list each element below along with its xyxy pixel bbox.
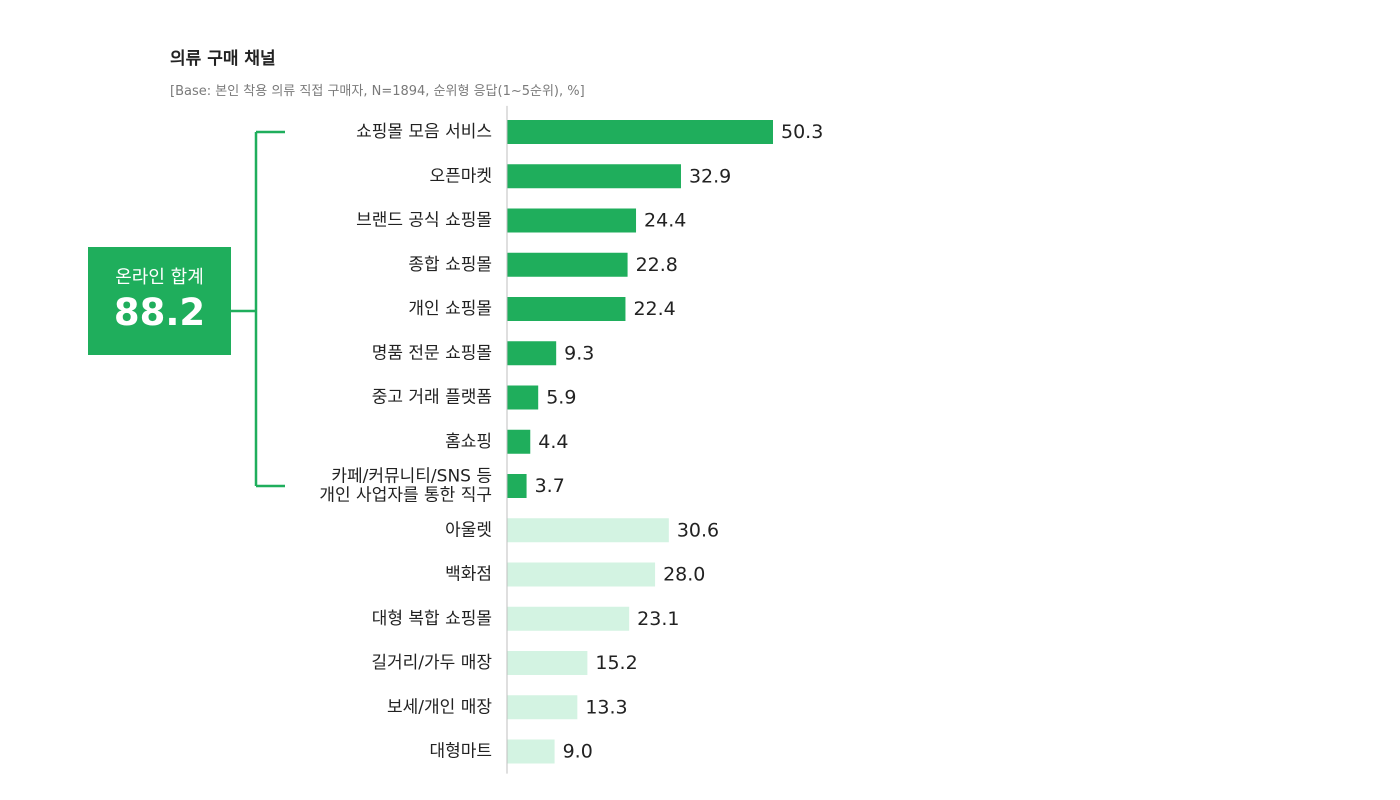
value-label: 13.3 bbox=[585, 696, 627, 718]
category-label: 브랜드 공식 쇼핑몰 bbox=[356, 211, 492, 231]
category-label: 카페/커뮤니티/SNS 등 개인 사업자를 통한 직구 bbox=[319, 467, 492, 506]
bar bbox=[507, 252, 628, 277]
value-label: 5.9 bbox=[546, 387, 576, 409]
value-label: 3.7 bbox=[535, 475, 565, 497]
value-labels: 50.3 32.9 24.4 22.8 22.4 9.3 5.9 4.4 3.7 30.6 28.0… bbox=[535, 121, 824, 763]
bar bbox=[507, 739, 555, 764]
bar bbox=[507, 562, 656, 587]
category-label: 길거리/가두 매장 bbox=[371, 653, 492, 673]
category-label: 중고 거래 플랫폼 bbox=[372, 388, 492, 408]
bar bbox=[507, 208, 637, 233]
value-label: 9.0 bbox=[563, 741, 593, 763]
category-label: 대형마트 bbox=[429, 742, 492, 762]
bar bbox=[507, 606, 630, 631]
bar bbox=[507, 474, 527, 498]
value-label: 32.9 bbox=[689, 165, 731, 187]
bar bbox=[507, 429, 531, 454]
value-label: 24.4 bbox=[644, 210, 686, 232]
category-label: 명품 전문 쇼핑몰 bbox=[372, 343, 492, 363]
bar bbox=[507, 518, 669, 543]
category-label: 종합 쇼핑몰 bbox=[408, 255, 492, 275]
category-label: 보세/개인 매장 bbox=[387, 697, 492, 717]
bars bbox=[507, 120, 773, 764]
category-label: 대형 복합 쇼핑몰 bbox=[372, 609, 492, 629]
online-bracket bbox=[231, 130, 285, 488]
value-label: 15.2 bbox=[595, 652, 637, 674]
value-label: 23.1 bbox=[637, 608, 679, 630]
bar bbox=[507, 341, 557, 366]
value-label: 22.4 bbox=[633, 298, 675, 320]
bar bbox=[507, 651, 588, 675]
category-label: 홈쇼핑 bbox=[445, 432, 492, 452]
category-label: 백화점 bbox=[445, 565, 492, 585]
value-label: 30.6 bbox=[677, 519, 719, 541]
category-label: 개인 쇼핑몰 bbox=[408, 299, 492, 319]
value-label: 50.3 bbox=[781, 121, 823, 143]
category-label: 아울렛 bbox=[445, 520, 492, 540]
bar bbox=[507, 120, 773, 144]
value-label: 28.0 bbox=[663, 564, 705, 586]
chart-title: 의류 구매 채널 bbox=[170, 49, 276, 69]
bar bbox=[507, 164, 681, 189]
online-total-box: 온라인 합계 88.2 bbox=[88, 247, 231, 355]
value-label: 9.3 bbox=[564, 342, 594, 364]
online-total-label: 온라인 합계 bbox=[115, 267, 204, 288]
category-label: 쇼핑몰 모음 서비스 bbox=[356, 122, 492, 142]
value-label: 4.4 bbox=[538, 431, 568, 453]
value-label: 22.8 bbox=[636, 254, 678, 276]
online-total-value: 88.2 bbox=[113, 291, 206, 334]
bar bbox=[507, 695, 578, 720]
bar bbox=[507, 297, 626, 321]
bar bbox=[507, 385, 539, 410]
chart-subtitle: [Base: 본인 착용 의류 직접 구매자, N=1894, 순위형 응답(1… bbox=[170, 84, 585, 99]
category-label: 오픈마켓 bbox=[429, 166, 492, 186]
